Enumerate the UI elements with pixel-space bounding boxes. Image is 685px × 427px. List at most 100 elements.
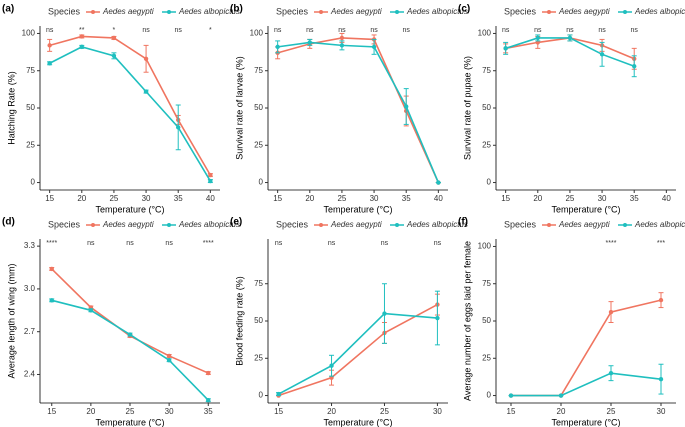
y-tick-label: 75 <box>254 279 263 288</box>
point <box>206 370 211 376</box>
panel-label: (a) <box>2 4 14 15</box>
series-line <box>51 268 209 374</box>
x-axis-title: Temperature (°C) <box>323 417 392 427</box>
x-tick-label: 30 <box>142 194 151 203</box>
x-tick-label: 40 <box>662 194 671 203</box>
legend-label: Aedes albopictus <box>406 7 468 16</box>
x-tick-label: 35 <box>174 194 183 203</box>
point <box>558 393 564 398</box>
x-tick-label: 20 <box>557 407 566 416</box>
point <box>49 266 54 272</box>
legend-dot <box>167 10 171 14</box>
x-tick-label: 25 <box>126 407 135 416</box>
y-tick-label: 100 <box>250 29 264 38</box>
y-tick-label: 75 <box>254 66 263 75</box>
legend-dot <box>395 10 399 14</box>
x-tick-label: 20 <box>77 194 86 203</box>
significance-label: ns <box>566 27 574 34</box>
x-tick-label: 15 <box>273 194 282 203</box>
point <box>339 43 345 48</box>
legend-dot <box>395 223 399 227</box>
x-tick-label: 15 <box>45 194 54 203</box>
significance-label: ns <box>165 240 173 247</box>
point <box>111 35 117 41</box>
significance-label: * <box>209 27 212 34</box>
point <box>275 44 280 50</box>
x-axis-title: Temperature (°C) <box>95 204 164 214</box>
point <box>143 89 149 94</box>
point <box>608 309 614 315</box>
point <box>508 393 514 398</box>
x-tick-label: 15 <box>507 407 516 416</box>
y-tick-label: 0 <box>259 178 264 187</box>
y-tick-label: 25 <box>254 140 263 149</box>
significance-label: * <box>113 27 116 34</box>
y-tick-label: 100 <box>22 29 36 38</box>
significance-label: ns <box>126 240 134 247</box>
point <box>658 297 664 303</box>
x-tick-label: 25 <box>109 194 118 203</box>
x-tick-label: 15 <box>47 407 56 416</box>
y-tick-label: 0 <box>31 178 36 187</box>
series-line <box>278 303 438 397</box>
x-tick-label: 15 <box>501 194 510 203</box>
legend-label: Aedes aegypti <box>558 220 610 229</box>
point <box>79 34 84 39</box>
x-tick-label: 30 <box>370 194 379 203</box>
y-tick-label: 50 <box>482 103 491 112</box>
series-line <box>51 299 209 401</box>
significance-label: **** <box>203 240 214 247</box>
x-tick-label: 30 <box>657 407 666 416</box>
point <box>435 315 440 321</box>
point <box>436 180 441 185</box>
y-tick-label: 0 <box>487 391 492 400</box>
panel-label: (c) <box>458 4 470 15</box>
point <box>127 332 133 337</box>
legend-label: Aedes albopictus <box>178 220 240 229</box>
legend-label: Aedes aegypti <box>102 7 154 16</box>
y-axis-title: Average length of wing (mm) <box>6 264 16 379</box>
legend-label: Aedes albopictus <box>634 7 685 16</box>
series-line <box>49 35 212 176</box>
point <box>307 40 312 45</box>
point <box>535 35 540 41</box>
point <box>608 370 614 376</box>
significance-label: ns <box>175 27 183 34</box>
point <box>599 52 605 57</box>
point <box>49 298 54 303</box>
x-tick-label: 40 <box>206 194 215 203</box>
y-axis-title: Hatching Rate (%) <box>6 71 16 145</box>
x-tick-label: 35 <box>630 194 639 203</box>
y-tick-label: 25 <box>26 140 35 149</box>
x-tick-label: 25 <box>565 194 574 203</box>
y-tick-label: 2.4 <box>24 370 36 379</box>
point <box>143 56 149 61</box>
legend-dot <box>91 223 95 227</box>
y-axis-title: Blood feeding rate (%) <box>234 276 244 366</box>
point <box>276 391 281 397</box>
legend-dot <box>91 10 95 14</box>
significance-label: ns <box>598 27 606 34</box>
series-line <box>277 37 440 183</box>
series-line <box>511 299 662 397</box>
y-axis-title: Survival rate of larvae (%) <box>234 56 244 160</box>
significance-label: ** <box>79 27 85 34</box>
point <box>567 35 573 41</box>
significance-label: ns <box>306 27 314 34</box>
significance-label: ns <box>434 240 442 247</box>
x-tick-label: 35 <box>402 194 411 203</box>
y-tick-label: 3.3 <box>24 241 36 250</box>
legend-title: Species <box>276 6 309 16</box>
series-line <box>511 372 662 397</box>
legend-title: Species <box>48 6 81 16</box>
y-tick-label: 0 <box>259 391 264 400</box>
point <box>371 44 377 50</box>
x-axis-title: Temperature (°C) <box>551 417 620 427</box>
significance-label: ns <box>370 27 378 34</box>
legend-title: Species <box>504 219 537 229</box>
x-tick-label: 30 <box>165 407 174 416</box>
y-tick-label: 25 <box>482 353 491 362</box>
significance-label: ns <box>381 240 389 247</box>
point <box>632 64 637 69</box>
